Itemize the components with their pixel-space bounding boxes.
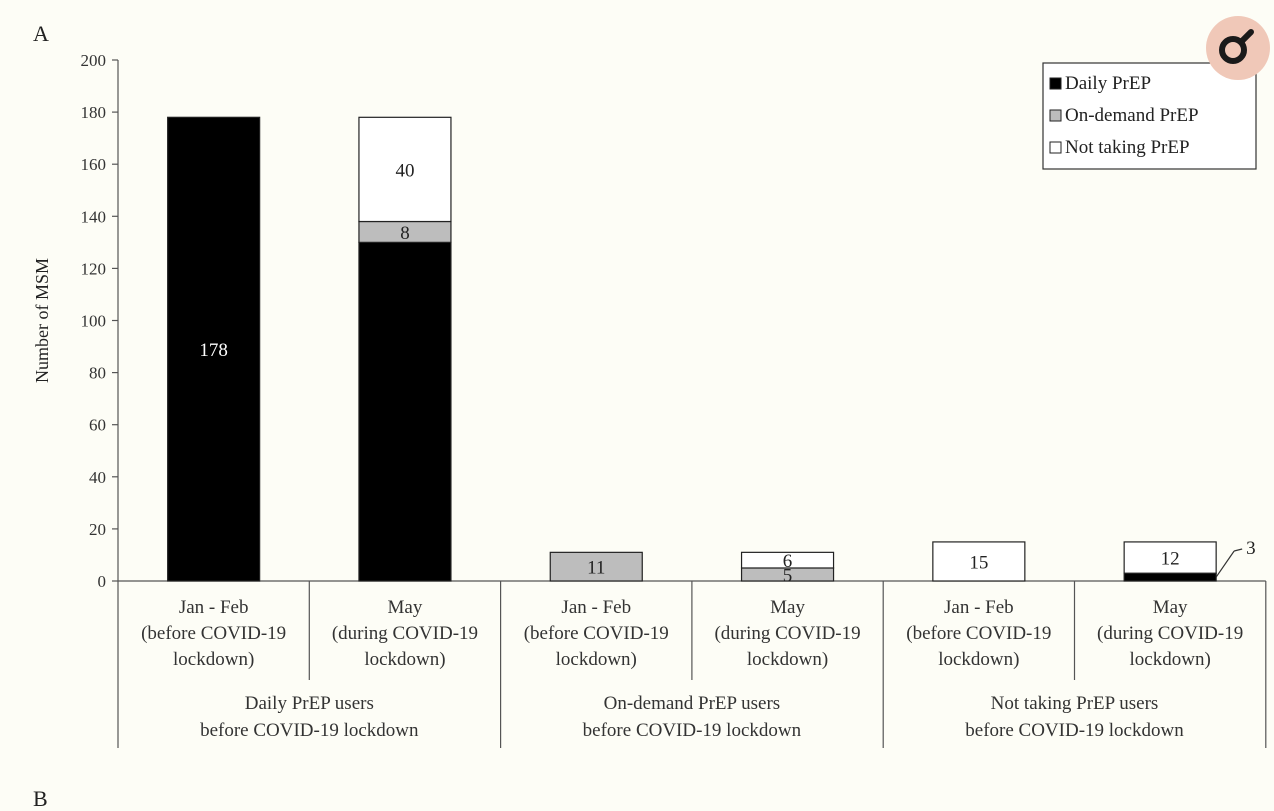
y-tick-label: 120 bbox=[81, 259, 107, 278]
callout-line bbox=[1234, 548, 1243, 552]
bar-segment bbox=[167, 116, 261, 582]
category-label: (during COVID-19 bbox=[332, 623, 478, 644]
panel-label-a: A bbox=[33, 21, 49, 46]
y-tick-label: 0 bbox=[98, 572, 107, 591]
legend-label: On-demand PrEP bbox=[1065, 105, 1199, 126]
group-label: On-demand PrEP users bbox=[604, 693, 781, 714]
category-label: lockdown) bbox=[938, 649, 1019, 670]
data-label: 5 bbox=[783, 565, 793, 586]
legend-swatch bbox=[1049, 77, 1062, 90]
group-label: before COVID-19 lockdown bbox=[583, 720, 802, 741]
category-label: Jan - Feb bbox=[944, 597, 1014, 618]
category-label: May bbox=[770, 597, 805, 618]
callout-line bbox=[1215, 550, 1235, 578]
y-tick-label: 40 bbox=[89, 468, 106, 487]
y-tick-label: 60 bbox=[89, 416, 106, 435]
data-label: 11 bbox=[587, 558, 605, 579]
category-label: Jan - Feb bbox=[561, 597, 631, 618]
category-label: lockdown) bbox=[364, 649, 445, 670]
category-label: lockdown) bbox=[556, 649, 637, 670]
bar-segment bbox=[740, 551, 835, 569]
data-label: 178 bbox=[199, 340, 228, 361]
data-label: 6 bbox=[783, 551, 793, 572]
y-tick-label: 180 bbox=[81, 103, 107, 122]
y-axis-title: Number of MSM bbox=[32, 258, 52, 383]
category-label: lockdown) bbox=[1130, 649, 1211, 670]
group-label: Not taking PrEP users bbox=[991, 693, 1159, 714]
group-label: before COVID-19 lockdown bbox=[965, 720, 1184, 741]
legend-swatch bbox=[1049, 109, 1062, 122]
bar-segment bbox=[549, 551, 643, 582]
magnifier-icon bbox=[1219, 29, 1254, 64]
zoom-badge[interactable] bbox=[1206, 16, 1270, 80]
legend-label: Daily PrEP bbox=[1065, 73, 1151, 94]
data-label: 3 bbox=[1246, 538, 1256, 559]
legend-swatch bbox=[1049, 141, 1062, 154]
y-tick-label: 80 bbox=[89, 364, 106, 383]
category-label: (during COVID-19 bbox=[1097, 623, 1243, 644]
bar-segment bbox=[1123, 572, 1217, 582]
y-tick-label: 20 bbox=[89, 520, 106, 539]
group-label: Daily PrEP users bbox=[245, 693, 374, 714]
category-label: lockdown) bbox=[747, 649, 828, 670]
group-label: before COVID-19 lockdown bbox=[200, 720, 419, 741]
legend-box bbox=[1042, 62, 1257, 170]
y-tick-label: 140 bbox=[81, 207, 107, 226]
bar-segment bbox=[358, 116, 452, 223]
category-label: (during COVID-19 bbox=[714, 623, 860, 644]
bar-segment bbox=[932, 541, 1026, 582]
category-label: (before COVID-19 bbox=[524, 623, 669, 644]
y-tick-label: 100 bbox=[81, 312, 107, 331]
data-label: 12 bbox=[1161, 549, 1180, 570]
category-label: (before COVID-19 bbox=[906, 623, 1051, 644]
data-label: 40 bbox=[395, 160, 414, 181]
bar-segment bbox=[358, 241, 452, 582]
data-label: 8 bbox=[400, 223, 410, 244]
category-label: (before COVID-19 bbox=[141, 623, 286, 644]
bar-segment bbox=[1123, 541, 1217, 574]
y-tick-label: 160 bbox=[81, 155, 107, 174]
panel-label-b: B bbox=[33, 786, 48, 811]
category-label: Jan - Feb bbox=[179, 597, 249, 618]
data-label: 15 bbox=[969, 552, 988, 573]
category-label: lockdown) bbox=[173, 649, 254, 670]
category-label: May bbox=[388, 597, 423, 618]
y-tick-label: 200 bbox=[81, 51, 107, 70]
legend-label: Not taking PrEP bbox=[1065, 137, 1190, 158]
category-label: May bbox=[1153, 597, 1188, 618]
